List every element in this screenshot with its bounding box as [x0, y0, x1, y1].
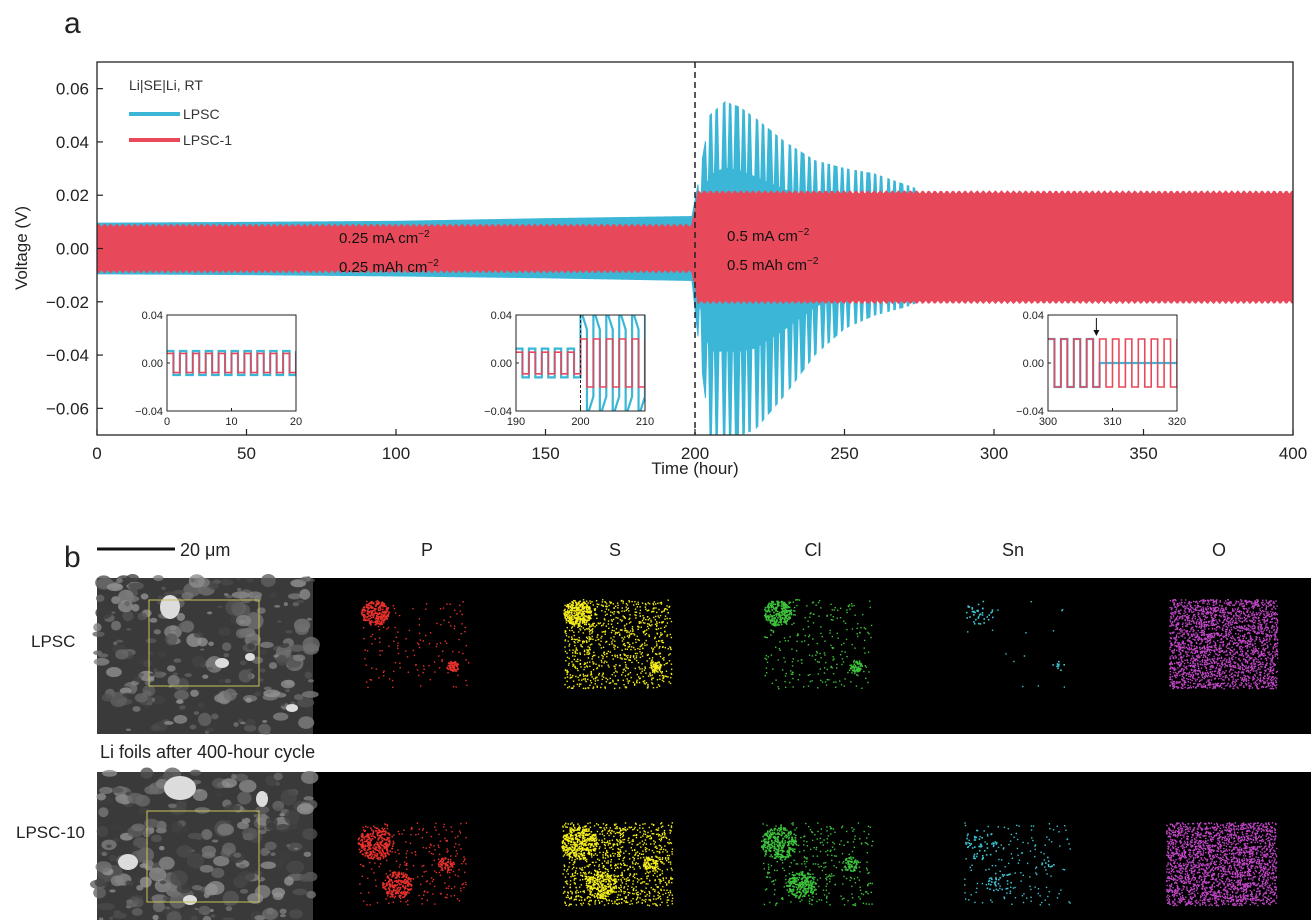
annotation-capacity-05: 0.5 mAh cm−2	[727, 256, 819, 274]
annotation-low-current: 0.25 mA cm−2 0.25 mAh cm−2	[339, 229, 439, 276]
panel-b-letter: b	[64, 541, 81, 574]
inset-y-tick-label: −0.04	[484, 406, 512, 418]
row-caption: Li foils after 400-hour cycle	[100, 742, 315, 762]
inset-x-tick-label: 190	[507, 416, 525, 428]
x-tick-label: 250	[830, 444, 858, 463]
sem-roi-box-lpsc-10	[146, 810, 260, 903]
inset-x-tick-label: 200	[571, 416, 589, 428]
eds-map-sn	[965, 600, 1066, 688]
legend-label-lpsc-1: LPSC-1	[183, 132, 232, 148]
eds-maps-lpsc-10	[357, 822, 1278, 907]
inset-x-tick-label: 10	[225, 416, 237, 428]
x-tick-label: 200	[681, 444, 709, 463]
x-tick-label: 50	[237, 444, 256, 463]
element-header-p: P	[421, 540, 433, 560]
eds-map-s	[561, 822, 674, 907]
y-tick-label: 0.06	[56, 80, 89, 99]
eds-map-p	[361, 599, 470, 689]
inset-x-tick-label: 320	[1168, 416, 1186, 428]
inset-x-tick-label: 20	[290, 416, 302, 428]
eds-map-o	[1169, 599, 1279, 690]
inset-y-tick-label: 0.04	[1023, 310, 1044, 322]
inset-y-tick-label: −0.04	[1016, 406, 1044, 418]
sem-image-lpsc	[92, 573, 320, 735]
y-tick-label: −0.06	[46, 399, 89, 418]
y-tick-label: 0.04	[56, 133, 89, 152]
annotation-current-05: 0.5 mA cm−2	[727, 227, 810, 245]
y-tick-label: 0.02	[56, 186, 89, 205]
inset-x-tick-label: 210	[636, 416, 654, 428]
eds-map-cl	[761, 822, 874, 907]
inset-190-210h: 190 200 210 0.04 0.00 −0.04	[484, 310, 654, 428]
inset-lpsc-trace	[516, 315, 645, 411]
x-axis-ticks: 0 50 100 150 200 250 300 350 400	[92, 429, 1307, 463]
inset-y-tick-label: 0.04	[142, 310, 163, 322]
element-header-o: O	[1212, 540, 1226, 560]
panel-a-letter: a	[64, 7, 81, 40]
voltage-time-plot: 0 50 100 150 200 250 300 350 400 0.060.040.020.0…	[12, 61, 1307, 478]
eds-map-s	[563, 599, 673, 690]
inset-300-320h: 300 310 320 0.04 0.00 −0.04	[1016, 310, 1186, 428]
element-header-cl: Cl	[805, 540, 822, 560]
inset-x-tick-label: 300	[1039, 416, 1057, 428]
y-tick-label: 0.00	[56, 240, 89, 259]
y-axis-title: Voltage (V)	[12, 206, 31, 290]
inset-y-tick-label: 0.00	[491, 358, 512, 370]
inset-0-20h: 0 10 20 0.04 0.00 −0.04	[135, 310, 302, 428]
sem-roi-box-lpsc	[148, 599, 260, 687]
annotation-high-current: 0.5 mA cm−2 0.5 mAh cm−2	[727, 227, 819, 274]
y-tick-label: −0.04	[46, 346, 89, 365]
inset-x-tick-label: 310	[1103, 416, 1121, 428]
eds-map-p	[357, 822, 467, 906]
x-tick-label: 150	[531, 444, 559, 463]
inset-y-tick-label: 0.04	[491, 310, 512, 322]
annotation-capacity-025: 0.25 mAh cm−2	[339, 258, 439, 276]
scale-bar-label: 20 μm	[180, 540, 230, 560]
x-tick-label: 350	[1129, 444, 1157, 463]
x-tick-label: 0	[92, 444, 101, 463]
x-tick-label: 300	[980, 444, 1008, 463]
x-tick-label: 100	[382, 444, 410, 463]
row-label-lpsc: LPSC	[31, 632, 75, 651]
inset-lpsc-1-trace	[516, 338, 645, 388]
eds-map-o	[1166, 822, 1278, 907]
legend-title: Li|SE|Li, RT	[129, 77, 203, 93]
y-tick-label: −0.02	[46, 293, 89, 312]
inset-lpsc-1-trace	[1048, 338, 1177, 388]
legend: Li|SE|Li, RT LPSC LPSC-1	[129, 77, 232, 148]
annotation-current-025: 0.25 mA cm−2	[339, 229, 430, 247]
x-tick-label: 400	[1279, 444, 1307, 463]
inset-y-tick-label: 0.00	[1023, 358, 1044, 370]
eds-map-cl	[764, 599, 873, 690]
eds-map-sn	[964, 822, 1071, 906]
legend-label-lpsc: LPSC	[183, 106, 220, 122]
sem-image-lpsc-10	[89, 767, 319, 920]
element-column-headers: P S Cl Sn O	[421, 540, 1226, 560]
element-header-sn: Sn	[1002, 540, 1024, 560]
y-axis-ticks: 0.06 0.04 0.02 0.00 −0.02 −0.04 −0.06	[46, 80, 103, 418]
inset-y-tick-label: 0.00	[142, 358, 163, 370]
element-header-s: S	[609, 540, 621, 560]
eds-mapping-panel: 20 μm P S Cl Sn O LPSC LPSC-10 Li foils afte…	[16, 540, 1311, 920]
x-axis-title: Time (hour)	[651, 459, 738, 478]
row-label-lpsc-10: LPSC-10	[16, 823, 85, 842]
inset-arrow-head	[1093, 330, 1100, 336]
inset-lpsc-1-trace	[167, 352, 296, 374]
eds-maps-lpsc	[361, 599, 1279, 690]
inset-x-tick-label: 0	[164, 416, 170, 428]
inset-y-tick-label: −0.04	[135, 406, 163, 418]
